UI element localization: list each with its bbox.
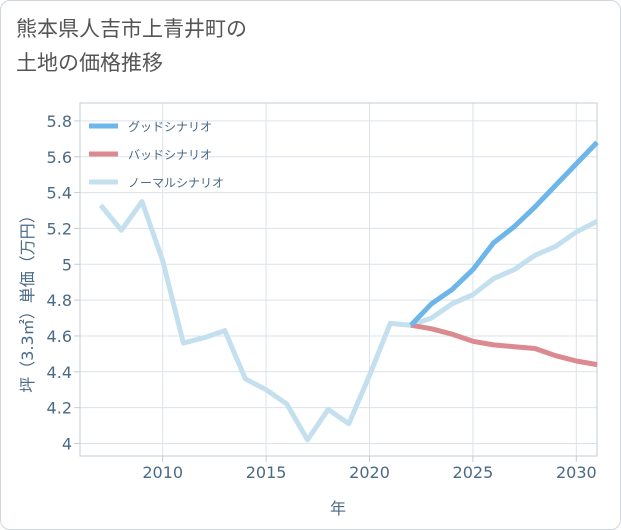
legend-label: ノーマルシナリオ xyxy=(128,176,224,190)
y-tick-label: 5 xyxy=(62,255,72,274)
y-tick-label: 5.8 xyxy=(47,112,72,131)
series-line-2 xyxy=(98,199,599,443)
x-tick-labels: 2010 2015 2020 2025 2030 xyxy=(142,463,596,482)
y-tick-label: 4.4 xyxy=(47,363,72,382)
chart-title-line1: 熊本県人吉市上青井町の xyxy=(16,17,247,41)
x-tick-label: 2010 xyxy=(142,463,183,482)
chart-title: 熊本県人吉市上青井町の 土地の価格推移 xyxy=(16,12,247,80)
x-tick-label: 2025 xyxy=(453,463,494,482)
y-tick-label: 5.4 xyxy=(47,184,72,203)
series-line-0 xyxy=(409,140,599,327)
x-axis-label: 年 xyxy=(330,499,346,518)
y-tick-label: 5.2 xyxy=(47,219,72,238)
plot-area-border xyxy=(79,102,598,457)
x-tick-label: 2015 xyxy=(246,463,287,482)
y-tick-label: 4 xyxy=(62,434,72,453)
legend-label: グッドシナリオ xyxy=(128,120,212,134)
x-tick-label: 2030 xyxy=(556,463,597,482)
chart-title-line2: 土地の価格推移 xyxy=(16,51,163,75)
y-tick-label: 4.8 xyxy=(47,291,72,310)
x-tick-label: 2020 xyxy=(349,463,390,482)
y-tick-label: 5.6 xyxy=(47,148,72,167)
series-lines xyxy=(98,140,599,443)
y-tick-labels: 4 4.2 4.4 4.6 4.8 5 5.2 5.4 5.6 5.8 xyxy=(47,112,72,454)
series-line-1 xyxy=(410,322,598,368)
grid xyxy=(74,103,597,462)
y-tick-label: 4.2 xyxy=(47,399,72,418)
y-tick-label: 4.6 xyxy=(47,327,72,346)
legend-label: バッドシナリオ xyxy=(128,148,212,162)
y-axis-label: 坪（3.3㎡）単価（万円） xyxy=(18,207,37,392)
